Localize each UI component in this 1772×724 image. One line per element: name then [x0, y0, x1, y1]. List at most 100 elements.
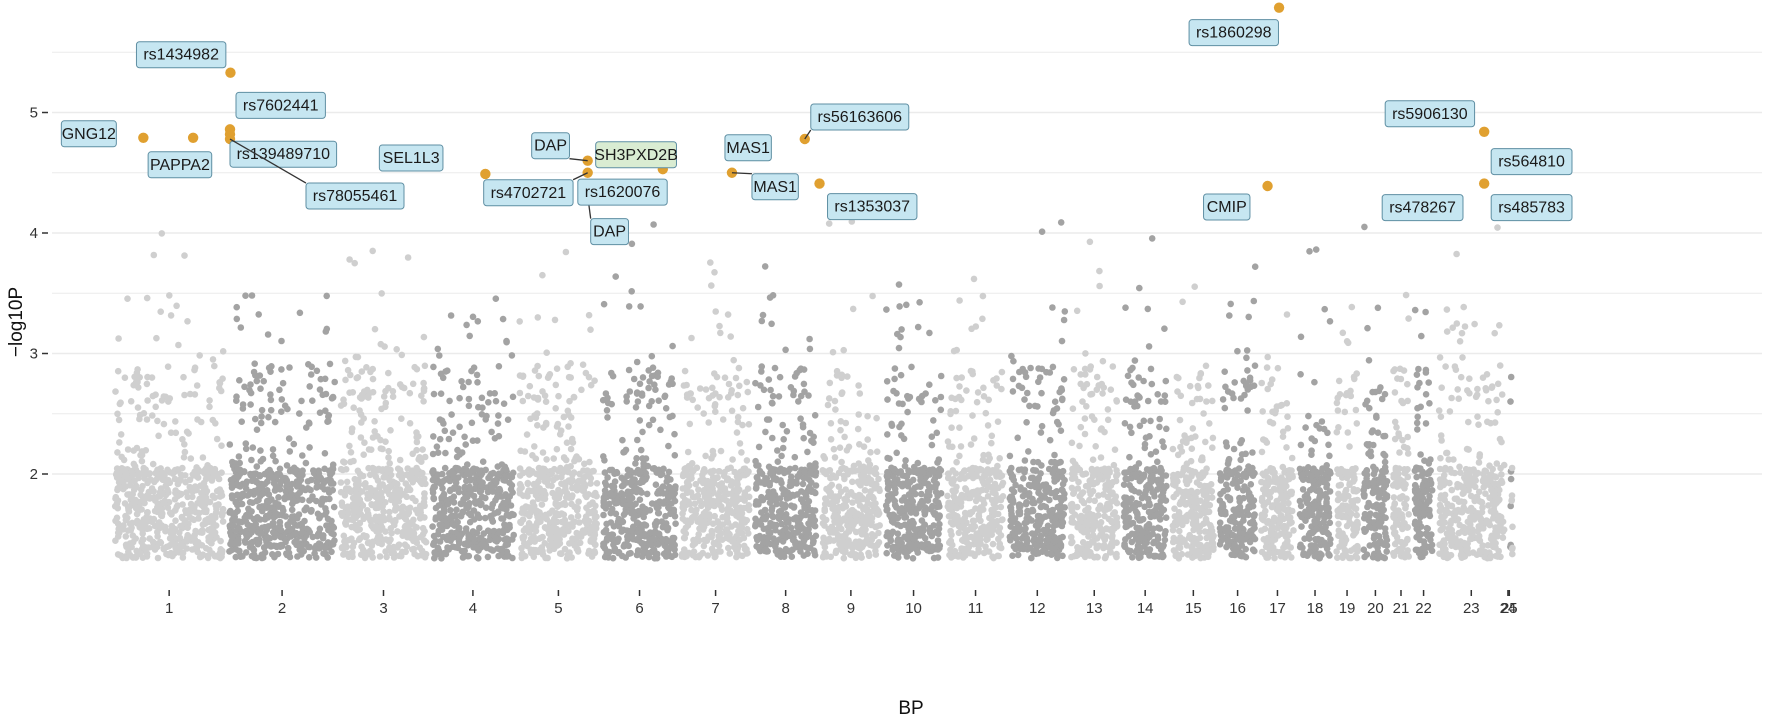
snp-point — [475, 403, 482, 411]
snp-point — [144, 509, 151, 516]
snp-point — [868, 514, 876, 522]
snp-point — [947, 537, 955, 545]
snp-point — [625, 303, 633, 310]
snp-point — [799, 480, 807, 488]
snp-point — [957, 499, 965, 506]
snp-point — [769, 400, 776, 407]
snp-point — [971, 490, 979, 498]
snp-point — [970, 517, 978, 525]
snp-point — [271, 418, 279, 426]
snp-point — [278, 396, 286, 403]
snp-point — [347, 371, 354, 379]
snp-point — [1034, 542, 1041, 550]
snp-point — [474, 379, 481, 386]
snp-point — [854, 517, 861, 524]
snp-point — [836, 520, 843, 528]
snp-point — [456, 423, 463, 431]
snp-point — [619, 436, 626, 444]
snp-point — [470, 535, 478, 543]
snp-point — [899, 400, 906, 408]
snp-point — [1052, 514, 1059, 522]
snp-point — [524, 480, 532, 488]
snp-point — [555, 392, 562, 400]
snp-point — [909, 476, 917, 484]
snp-point — [600, 502, 607, 510]
snp-point — [825, 220, 833, 227]
snp-point — [1059, 552, 1066, 560]
snp-point — [997, 503, 1005, 511]
snp-point — [811, 412, 819, 419]
snp-point — [930, 417, 937, 424]
snp-point — [855, 467, 863, 474]
snp-point — [246, 531, 253, 538]
snp-point — [436, 352, 443, 359]
snp-point — [883, 549, 890, 557]
snp-point — [745, 506, 753, 514]
snp-point — [965, 541, 973, 548]
snp-point — [1023, 499, 1030, 506]
snp-point — [801, 504, 808, 512]
snp-point — [797, 415, 804, 423]
snp-point — [1018, 466, 1025, 473]
snp-point — [320, 550, 327, 557]
snp-point — [888, 420, 895, 428]
snp-point — [342, 521, 350, 528]
snp-point — [157, 308, 164, 316]
snp-point — [903, 301, 910, 309]
snp-point — [852, 528, 860, 536]
snp-point — [989, 553, 996, 560]
snp-point — [181, 441, 188, 448]
snp-point — [330, 503, 338, 511]
snp-point — [819, 520, 827, 527]
snp-point — [232, 460, 239, 467]
snp-point — [771, 364, 779, 372]
snp-point — [862, 526, 869, 533]
snp-point — [313, 479, 321, 486]
snp-point — [961, 467, 968, 474]
snp-point — [985, 531, 993, 539]
snp-point — [1028, 530, 1036, 537]
snp-point — [320, 532, 327, 539]
snp-point — [146, 495, 154, 502]
snp-point — [227, 507, 234, 515]
snp-point — [459, 554, 467, 561]
snp-point — [415, 456, 423, 463]
snp-point — [574, 512, 582, 520]
snp-point — [917, 530, 925, 538]
snp-point — [508, 352, 516, 359]
snp-point — [561, 516, 569, 524]
snp-point — [1058, 497, 1065, 504]
snp-point — [1048, 529, 1055, 537]
snp-point — [272, 499, 279, 507]
snp-point — [184, 524, 191, 531]
snp-point — [286, 364, 293, 371]
snp-point — [884, 542, 891, 549]
snp-point — [904, 408, 911, 416]
snp-point — [856, 441, 863, 448]
snp-point — [198, 489, 205, 497]
snp-point — [226, 441, 234, 448]
snp-point — [466, 518, 474, 526]
snp-point — [863, 539, 870, 546]
snp-point — [501, 463, 509, 471]
snp-point — [276, 518, 284, 526]
snp-point — [579, 361, 587, 369]
snp-point — [358, 543, 365, 550]
snp-point — [416, 544, 424, 551]
snp-point — [1051, 451, 1058, 459]
snp-point — [122, 516, 130, 524]
snp-point — [894, 514, 902, 522]
snp-point — [620, 481, 627, 489]
snp-point — [115, 472, 123, 479]
snp-point — [285, 435, 293, 442]
snp-point — [236, 377, 243, 384]
snp-point — [612, 273, 619, 280]
snp-point — [695, 486, 702, 494]
snp-point — [341, 492, 349, 499]
snp-point — [500, 400, 508, 408]
snp-point — [369, 538, 377, 546]
snp-point — [628, 533, 636, 540]
snp-point — [601, 487, 609, 494]
snp-point — [503, 506, 510, 513]
snp-point — [468, 367, 475, 375]
